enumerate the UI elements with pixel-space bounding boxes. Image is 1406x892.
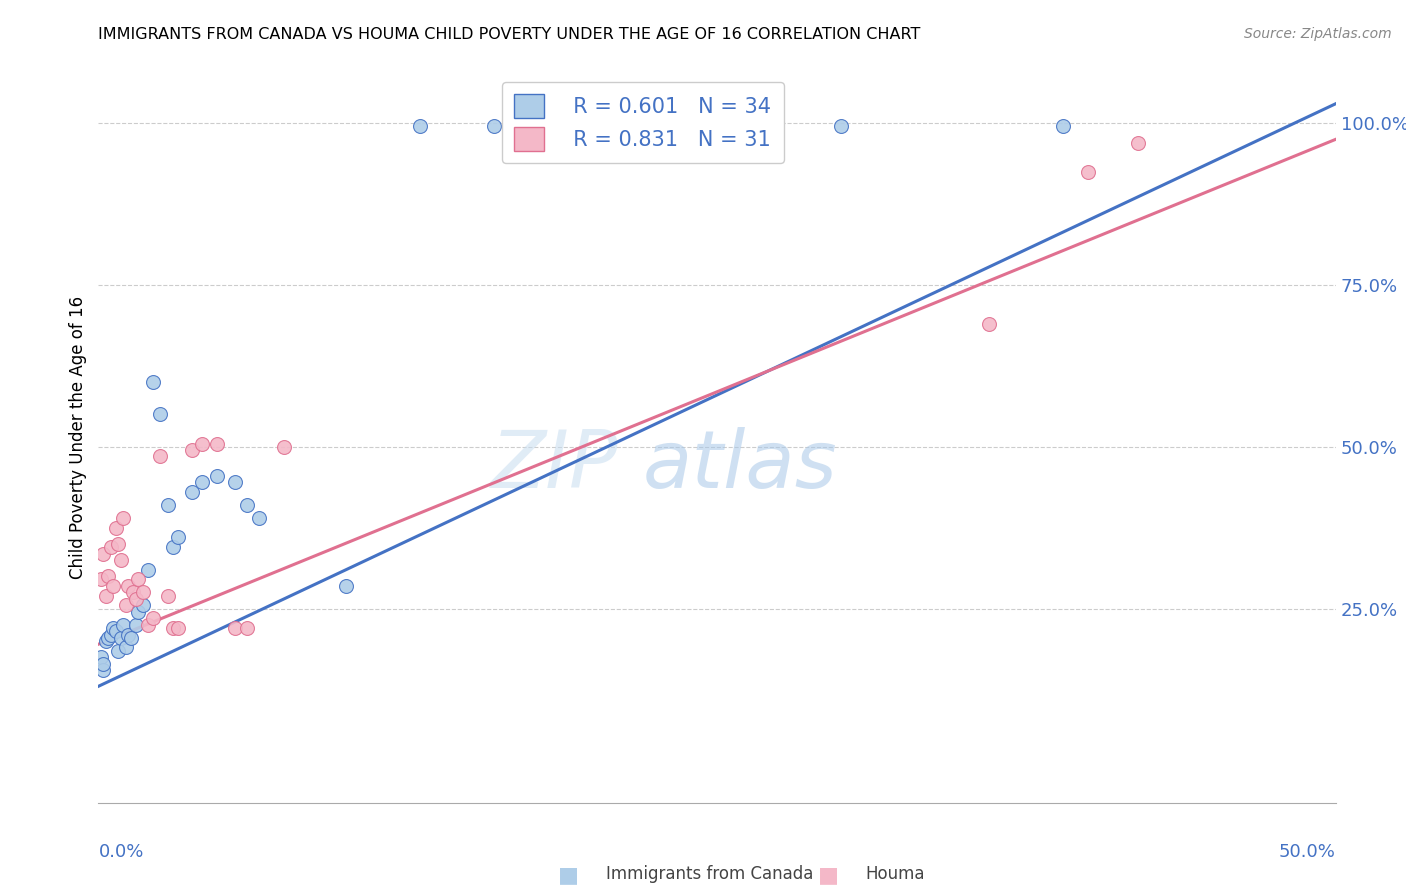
Point <box>122 585 145 599</box>
Point <box>107 537 129 551</box>
Point <box>114 640 136 655</box>
Point <box>100 627 122 641</box>
Point <box>112 511 135 525</box>
Text: Immigrants from Canada: Immigrants from Canada <box>606 865 813 883</box>
Point <box>979 317 1001 331</box>
Point <box>114 599 136 613</box>
Text: atlas: atlas <box>643 427 838 506</box>
Text: Source: ZipAtlas.com: Source: ZipAtlas.com <box>1244 27 1392 41</box>
Point <box>224 475 246 490</box>
Point <box>132 585 155 599</box>
Point <box>127 605 149 619</box>
Point <box>236 621 259 635</box>
Point <box>93 663 115 677</box>
Point <box>224 621 246 635</box>
Text: ■: ■ <box>558 865 579 885</box>
Point <box>484 120 506 134</box>
Point <box>335 579 357 593</box>
Point <box>112 617 135 632</box>
Point <box>156 498 179 512</box>
Point <box>181 485 204 500</box>
Point <box>93 547 115 561</box>
Point <box>107 643 129 657</box>
Point <box>124 617 146 632</box>
Point <box>181 443 204 458</box>
Text: 50.0%: 50.0% <box>1279 843 1336 861</box>
Point <box>94 589 117 603</box>
Text: Houma: Houma <box>866 865 925 883</box>
Point <box>149 408 172 422</box>
Point <box>166 530 188 544</box>
Point <box>236 498 259 512</box>
Point <box>110 631 132 645</box>
Point <box>205 436 228 450</box>
Point <box>100 540 122 554</box>
Point <box>90 650 112 665</box>
Point <box>127 573 149 587</box>
Point <box>104 624 127 639</box>
Point <box>103 579 125 593</box>
Point <box>1126 136 1149 150</box>
Point <box>120 631 142 645</box>
Text: ■: ■ <box>818 865 839 885</box>
Point <box>162 621 184 635</box>
Point <box>142 375 165 389</box>
Point <box>97 569 120 583</box>
Legend:   R = 0.601   N = 34,   R = 0.831   N = 31: R = 0.601 N = 34, R = 0.831 N = 31 <box>502 82 783 163</box>
Point <box>142 611 165 625</box>
Point <box>117 627 139 641</box>
Point <box>273 440 295 454</box>
Point <box>132 599 155 613</box>
Point <box>103 621 125 635</box>
Text: 0.0%: 0.0% <box>98 843 143 861</box>
Point <box>124 591 146 606</box>
Point <box>94 634 117 648</box>
Point <box>1052 120 1074 134</box>
Point <box>166 621 188 635</box>
Point <box>117 579 139 593</box>
Point <box>1077 164 1099 178</box>
Text: IMMIGRANTS FROM CANADA VS HOUMA CHILD POVERTY UNDER THE AGE OF 16 CORRELATION CH: IMMIGRANTS FROM CANADA VS HOUMA CHILD PO… <box>98 27 921 42</box>
Point <box>247 511 270 525</box>
Point <box>104 521 127 535</box>
Point <box>191 436 214 450</box>
Point <box>90 573 112 587</box>
Point <box>110 553 132 567</box>
Point <box>93 657 115 671</box>
Point <box>191 475 214 490</box>
Point <box>136 617 159 632</box>
Point <box>205 469 228 483</box>
Point <box>830 120 852 134</box>
Point <box>97 631 120 645</box>
Point <box>162 540 184 554</box>
Point <box>149 450 172 464</box>
Point <box>156 589 179 603</box>
Text: ZIP: ZIP <box>491 427 619 506</box>
Point <box>136 563 159 577</box>
Y-axis label: Child Poverty Under the Age of 16: Child Poverty Under the Age of 16 <box>69 295 87 579</box>
Point <box>409 120 432 134</box>
